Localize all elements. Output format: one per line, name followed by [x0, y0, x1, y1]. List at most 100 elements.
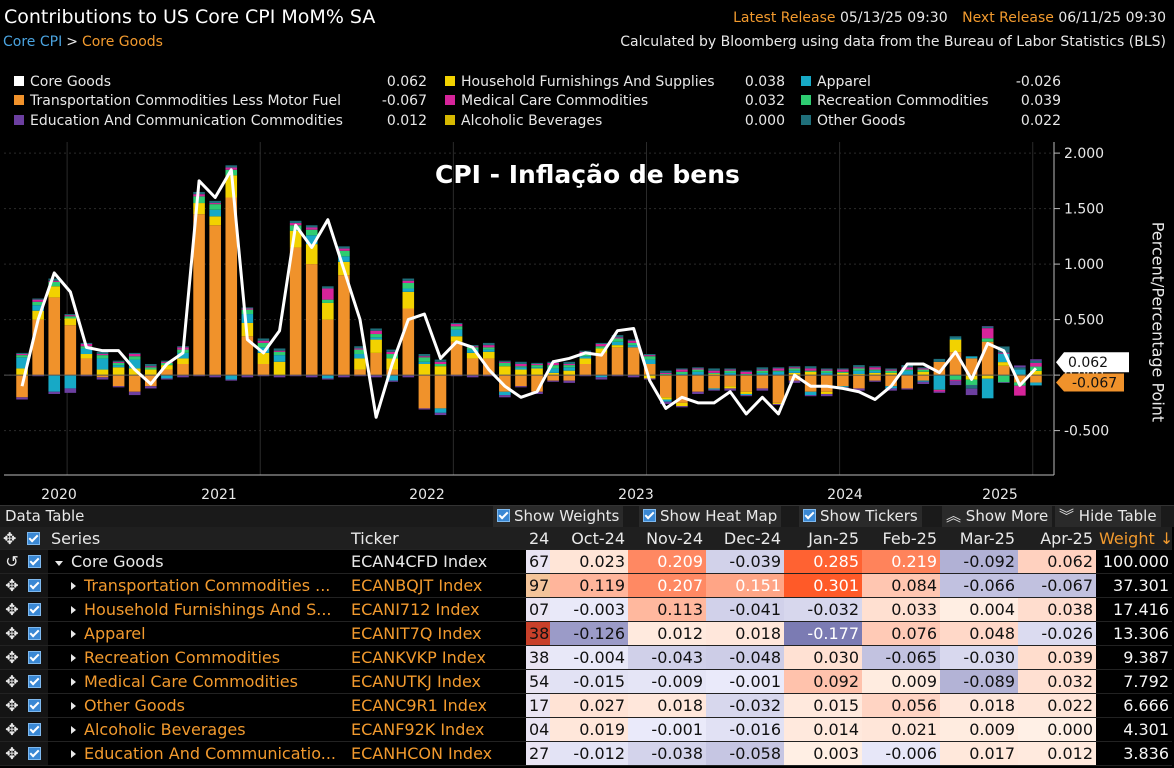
- pin-column-header[interactable]: ✥: [0, 527, 24, 550]
- column-header-mar-25[interactable]: Mar-25: [940, 527, 1018, 550]
- legend-item-alcoholic[interactable]: Alcoholic Beverages 0.000: [445, 112, 785, 131]
- column-header-apr-25[interactable]: Apr-25: [1018, 527, 1096, 550]
- ticker[interactable]: ECANHCON Index: [348, 741, 526, 766]
- legend-item-transportation[interactable]: Transportation Commodities Less Motor Fu…: [14, 92, 427, 111]
- table-row[interactable]: ✥ Medical Care Commodities ECANUTKJ Index 5…: [0, 669, 1172, 694]
- row-checkbox[interactable]: [24, 669, 48, 694]
- legend-item-apparel[interactable]: Apparel -0.026: [801, 73, 1061, 92]
- table-row[interactable]: ↺ Core Goods ECAN4CFD Index 67 0.023 0.209 -0.…: [0, 549, 1172, 574]
- column-header-jan-25[interactable]: Jan-25: [784, 527, 862, 550]
- legend-item-recreation[interactable]: Recreation Commodities 0.039: [801, 92, 1061, 111]
- table-row[interactable]: ✥ Education And Communicatio... ECANHCON I…: [0, 741, 1172, 766]
- bar-segment: [595, 377, 608, 380]
- series-name[interactable]: Other Goods: [48, 693, 348, 718]
- expand-arrow-icon[interactable]: [71, 582, 76, 590]
- table-row[interactable]: ✥ Other Goods ECANC9R1 Index 17 0.027 0.018 -0…: [0, 693, 1172, 718]
- bar-segment: [627, 340, 640, 343]
- legend-item-education[interactable]: Education And Communication Commodities 0…: [14, 112, 427, 131]
- table-row[interactable]: ✥ Apparel ECANIT7Q Index 38 -0.126 0.012 0.018…: [0, 621, 1172, 646]
- series-name[interactable]: Core Goods: [48, 549, 348, 574]
- table-row[interactable]: ✥ Alcoholic Beverages ECANF92K Index 04 0.01…: [0, 717, 1172, 742]
- breadcrumb-core-cpi[interactable]: Core CPI: [3, 34, 63, 50]
- move-icon[interactable]: ✥: [0, 645, 24, 670]
- expand-arrow-icon[interactable]: [71, 726, 76, 734]
- expand-arrow-icon[interactable]: [71, 630, 76, 638]
- select-all-checkbox[interactable]: [24, 527, 48, 550]
- row-checkbox[interactable]: [24, 693, 48, 718]
- hide-table-button[interactable]: ︾ Hide Table: [1055, 506, 1161, 527]
- ticker[interactable]: ECANKVKP Index: [348, 645, 526, 670]
- table-row[interactable]: ✥ Recreation Commodities ECANKVKP Index 38-…: [0, 645, 1172, 670]
- move-icon[interactable]: ✥: [0, 669, 24, 694]
- bar-segment: [756, 375, 769, 389]
- bar-segment: [161, 365, 173, 370]
- series-name[interactable]: Medical Care Commodities: [48, 669, 348, 694]
- series-name[interactable]: Recreation Commodities: [48, 645, 348, 670]
- column-header-dec-24[interactable]: Dec-24: [706, 527, 784, 550]
- partial-value-cell: 54: [526, 669, 550, 694]
- ticker[interactable]: ECANBQJT Index: [348, 573, 526, 598]
- expand-arrow-icon[interactable]: [71, 750, 76, 758]
- column-header-oct-24[interactable]: Oct-24: [550, 527, 628, 550]
- ticker[interactable]: ECANIT7Q Index: [348, 621, 526, 646]
- series-name[interactable]: Alcoholic Beverages: [48, 717, 348, 742]
- value-cell: -0.089: [940, 669, 1018, 694]
- bar-segment: [885, 372, 897, 376]
- series-name[interactable]: Education And Communicatio...: [48, 741, 348, 766]
- move-icon[interactable]: ✥: [0, 621, 24, 646]
- row-checkbox[interactable]: [24, 717, 48, 742]
- column-header-series[interactable]: Series: [48, 527, 348, 550]
- row-checkbox[interactable]: [24, 573, 48, 598]
- breadcrumb-core-goods[interactable]: Core Goods: [81, 34, 163, 50]
- move-icon[interactable]: ✥: [0, 597, 24, 622]
- column-header-partial[interactable]: 24: [526, 527, 550, 550]
- value-cell: -0.015: [550, 669, 628, 694]
- legend-item-medical[interactable]: Medical Care Commodities 0.032: [445, 92, 785, 111]
- bar-segment: [112, 365, 125, 368]
- series-name[interactable]: Apparel: [48, 621, 348, 646]
- move-icon[interactable]: ✥: [0, 573, 24, 598]
- table-row[interactable]: ✥ Transportation Commodities ... ECANBQJT …: [0, 573, 1172, 598]
- legend-item-household[interactable]: Household Furnishings And Supplies 0.038: [445, 73, 785, 92]
- move-icon[interactable]: ✥: [0, 741, 24, 766]
- expand-arrow-icon[interactable]: [71, 678, 76, 686]
- column-header-nov-24[interactable]: Nov-24: [628, 527, 706, 550]
- ticker[interactable]: ECANC9R1 Index: [348, 693, 526, 718]
- row-checkbox[interactable]: [24, 597, 48, 622]
- bar-segment: [466, 375, 479, 378]
- show-heat-map-toggle[interactable]: Show Heat Map: [639, 506, 782, 527]
- expand-arrow-icon[interactable]: [71, 702, 76, 710]
- row-checkbox[interactable]: [24, 645, 48, 670]
- table-row[interactable]: ✥ Household Furnishings And S... ECANI712 …: [0, 597, 1172, 622]
- ticker[interactable]: ECANF92K Index: [348, 717, 526, 742]
- column-header-ticker[interactable]: Ticker: [348, 527, 526, 550]
- chart-title: Contributions to US Core CPI MoM% SA: [4, 6, 376, 28]
- column-header-weight[interactable]: Weight ↓: [1096, 527, 1172, 550]
- move-icon[interactable]: ✥: [0, 693, 24, 718]
- row-checkbox[interactable]: [24, 741, 48, 766]
- ticker[interactable]: ECANUTKJ Index: [348, 669, 526, 694]
- expand-arrow-icon[interactable]: [71, 606, 76, 614]
- ticker[interactable]: ECANI712 Index: [348, 597, 526, 622]
- show-more-button[interactable]: ︽ Show More: [942, 506, 1053, 527]
- move-icon[interactable]: ✥: [0, 717, 24, 742]
- legend-item-core-goods[interactable]: Core Goods 0.062: [14, 73, 427, 92]
- column-header-feb-25[interactable]: Feb-25: [862, 527, 940, 550]
- row-checkbox[interactable]: [24, 549, 48, 574]
- show-tickers-toggle[interactable]: Show Tickers: [799, 506, 922, 527]
- legend-value: -0.067: [381, 93, 427, 109]
- stacked-bar-chart[interactable]: 2.0001.5001.0000.5000.000-0.500202020212…: [0, 140, 1174, 505]
- series-name[interactable]: Household Furnishings And S...: [48, 597, 348, 622]
- expand-arrow-icon[interactable]: [71, 654, 76, 662]
- legend-item-other-goods[interactable]: Other Goods 0.022: [801, 112, 1061, 131]
- bar-segment: [450, 329, 463, 337]
- reset-icon[interactable]: ↺: [0, 549, 24, 574]
- show-weights-toggle[interactable]: Show Weights: [493, 506, 624, 527]
- bar-segment: [595, 344, 608, 347]
- ticker[interactable]: ECAN4CFD Index: [348, 549, 526, 574]
- bar-segment: [305, 229, 318, 236]
- weight-cell: 7.792: [1096, 669, 1172, 694]
- collapse-arrow-icon[interactable]: [55, 561, 63, 566]
- series-name[interactable]: Transportation Commodities ...: [48, 573, 348, 598]
- row-checkbox[interactable]: [24, 621, 48, 646]
